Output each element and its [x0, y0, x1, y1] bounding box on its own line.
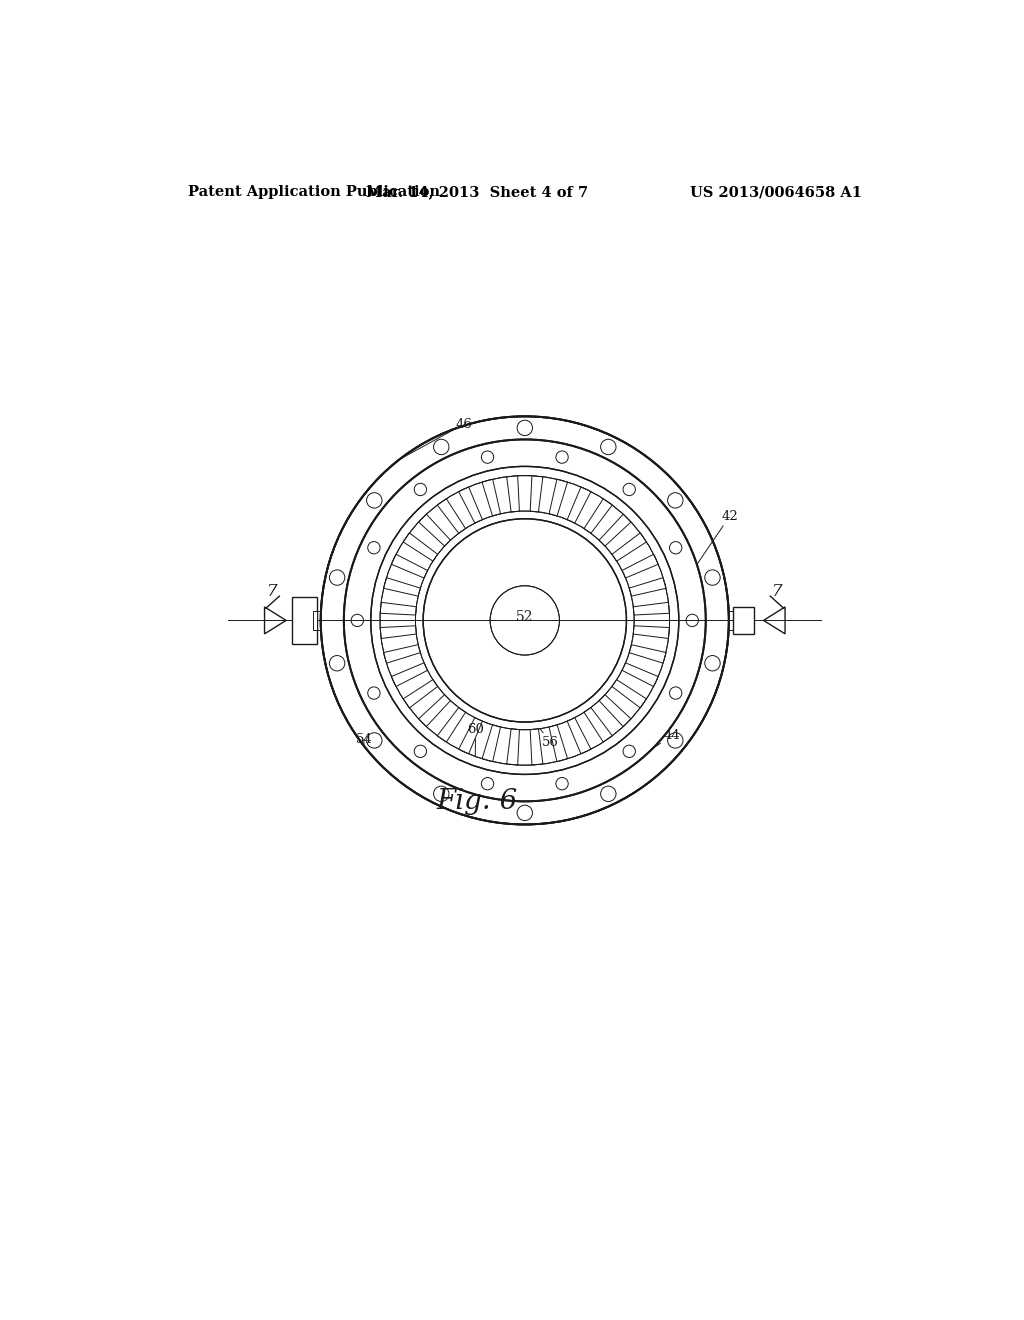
Polygon shape — [437, 499, 466, 533]
Circle shape — [481, 777, 494, 789]
Circle shape — [368, 686, 380, 700]
Circle shape — [321, 416, 729, 825]
Circle shape — [367, 733, 382, 748]
Circle shape — [433, 440, 449, 454]
Text: 56: 56 — [540, 729, 559, 748]
Circle shape — [623, 483, 635, 495]
Circle shape — [415, 746, 427, 758]
Circle shape — [380, 475, 670, 766]
Polygon shape — [482, 725, 501, 762]
Polygon shape — [391, 663, 428, 686]
Polygon shape — [403, 533, 437, 561]
Text: Patent Application Publication: Patent Application Publication — [188, 185, 440, 199]
Polygon shape — [384, 578, 420, 597]
Polygon shape — [622, 663, 658, 686]
Circle shape — [415, 483, 427, 495]
Text: 42: 42 — [697, 510, 738, 565]
Circle shape — [416, 511, 634, 730]
Polygon shape — [633, 602, 670, 615]
Circle shape — [490, 586, 559, 655]
Polygon shape — [599, 694, 631, 726]
Polygon shape — [549, 479, 567, 516]
Polygon shape — [482, 479, 501, 516]
Circle shape — [344, 440, 706, 801]
Polygon shape — [630, 578, 666, 597]
Polygon shape — [584, 708, 612, 742]
Polygon shape — [633, 626, 670, 639]
Polygon shape — [380, 602, 417, 615]
Polygon shape — [459, 487, 482, 523]
Polygon shape — [567, 487, 591, 523]
Polygon shape — [437, 708, 466, 742]
Circle shape — [371, 466, 679, 775]
Polygon shape — [567, 718, 591, 754]
Polygon shape — [599, 515, 631, 546]
Polygon shape — [419, 515, 451, 546]
Circle shape — [481, 451, 494, 463]
Text: Fig. 6: Fig. 6 — [436, 788, 518, 814]
Circle shape — [601, 440, 616, 454]
Polygon shape — [419, 694, 451, 726]
Circle shape — [705, 656, 720, 671]
Circle shape — [623, 746, 635, 758]
Circle shape — [556, 777, 568, 789]
Polygon shape — [549, 725, 567, 762]
Polygon shape — [380, 626, 417, 639]
Polygon shape — [507, 729, 519, 766]
Polygon shape — [630, 644, 666, 663]
Text: Mar. 14, 2013  Sheet 4 of 7: Mar. 14, 2013 Sheet 4 of 7 — [366, 185, 588, 199]
Circle shape — [368, 541, 380, 554]
Circle shape — [517, 420, 532, 436]
Polygon shape — [507, 475, 519, 512]
Circle shape — [670, 686, 682, 700]
Circle shape — [423, 519, 627, 722]
Circle shape — [351, 614, 364, 627]
Circle shape — [433, 787, 449, 801]
Polygon shape — [391, 554, 428, 578]
Polygon shape — [530, 475, 543, 512]
Circle shape — [686, 614, 698, 627]
Text: 7: 7 — [267, 583, 278, 601]
Circle shape — [330, 570, 345, 585]
Polygon shape — [384, 644, 420, 663]
Text: 52: 52 — [516, 610, 534, 624]
Polygon shape — [403, 680, 437, 708]
Circle shape — [670, 541, 682, 554]
Polygon shape — [459, 718, 482, 754]
Text: US 2013/0064658 A1: US 2013/0064658 A1 — [690, 185, 862, 199]
Circle shape — [367, 492, 382, 508]
Circle shape — [601, 787, 616, 801]
Polygon shape — [612, 533, 646, 561]
Circle shape — [705, 570, 720, 585]
Circle shape — [517, 805, 532, 821]
Polygon shape — [584, 499, 612, 533]
Circle shape — [668, 492, 683, 508]
Circle shape — [668, 733, 683, 748]
Bar — [292, 597, 316, 644]
Text: 44: 44 — [652, 730, 680, 748]
Bar — [733, 607, 755, 635]
Circle shape — [556, 451, 568, 463]
Polygon shape — [530, 729, 543, 766]
Text: 46: 46 — [399, 417, 472, 459]
Polygon shape — [612, 680, 646, 708]
Polygon shape — [622, 554, 658, 578]
Text: 54: 54 — [355, 733, 372, 746]
Text: 7: 7 — [772, 583, 782, 601]
Circle shape — [330, 656, 345, 671]
Bar — [313, 611, 316, 630]
Text: 60: 60 — [467, 723, 484, 756]
